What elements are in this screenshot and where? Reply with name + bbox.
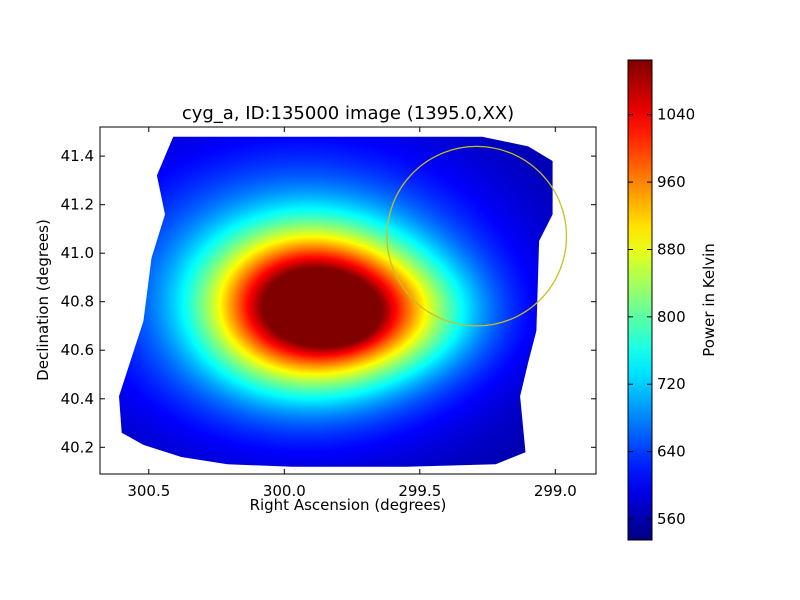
y-tick-label: 41.2 bbox=[61, 196, 94, 214]
colorbar-tick-label: 800 bbox=[657, 308, 686, 326]
y-tick-label: 40.4 bbox=[61, 390, 94, 408]
x-tick-label: 299.0 bbox=[534, 482, 577, 500]
y-tick-label: 41.4 bbox=[61, 147, 94, 165]
x-tick-label: 300.5 bbox=[127, 482, 170, 500]
colorbar-tick-label: 720 bbox=[657, 375, 686, 393]
heatmap-image bbox=[119, 136, 553, 467]
colorbar-frame bbox=[627, 59, 653, 541]
colorbar bbox=[628, 60, 652, 540]
overlay-circle bbox=[386, 145, 568, 327]
colorbar-tick-label: 640 bbox=[657, 443, 686, 461]
x-axis-ticks: 300.5 300.0 299.5 299.0 bbox=[127, 127, 577, 500]
plot-frame bbox=[99, 126, 597, 475]
x-axis-label: Right Ascension (degrees) bbox=[250, 496, 447, 514]
colorbar-tick-label: 880 bbox=[657, 241, 686, 259]
x-tick-label: 300.0 bbox=[263, 482, 306, 500]
x-tick-label: 299.5 bbox=[398, 482, 441, 500]
colorbar-tick-label: 560 bbox=[657, 510, 686, 528]
colorbar-ticks: 560 640 720 800 880 960 1040 bbox=[628, 106, 695, 528]
colorbar-label: Power in Kelvin bbox=[700, 243, 718, 357]
y-tick-label: 40.6 bbox=[61, 341, 94, 359]
chart-title: cyg_a, ID:135000 image (1395.0,XX) bbox=[182, 103, 514, 124]
heatmap bbox=[119, 136, 553, 467]
y-tick-label: 40.8 bbox=[61, 293, 94, 311]
colorbar-tick-label: 1040 bbox=[657, 106, 695, 124]
y-tick-label: 40.2 bbox=[61, 438, 94, 456]
y-axis-ticks: 40.2 40.4 40.6 40.8 41.0 41.2 41.4 bbox=[61, 147, 596, 456]
y-axis-label: Declination (degrees) bbox=[34, 219, 52, 381]
colorbar-tick-label: 960 bbox=[657, 173, 686, 191]
y-tick-label: 41.0 bbox=[61, 244, 94, 262]
